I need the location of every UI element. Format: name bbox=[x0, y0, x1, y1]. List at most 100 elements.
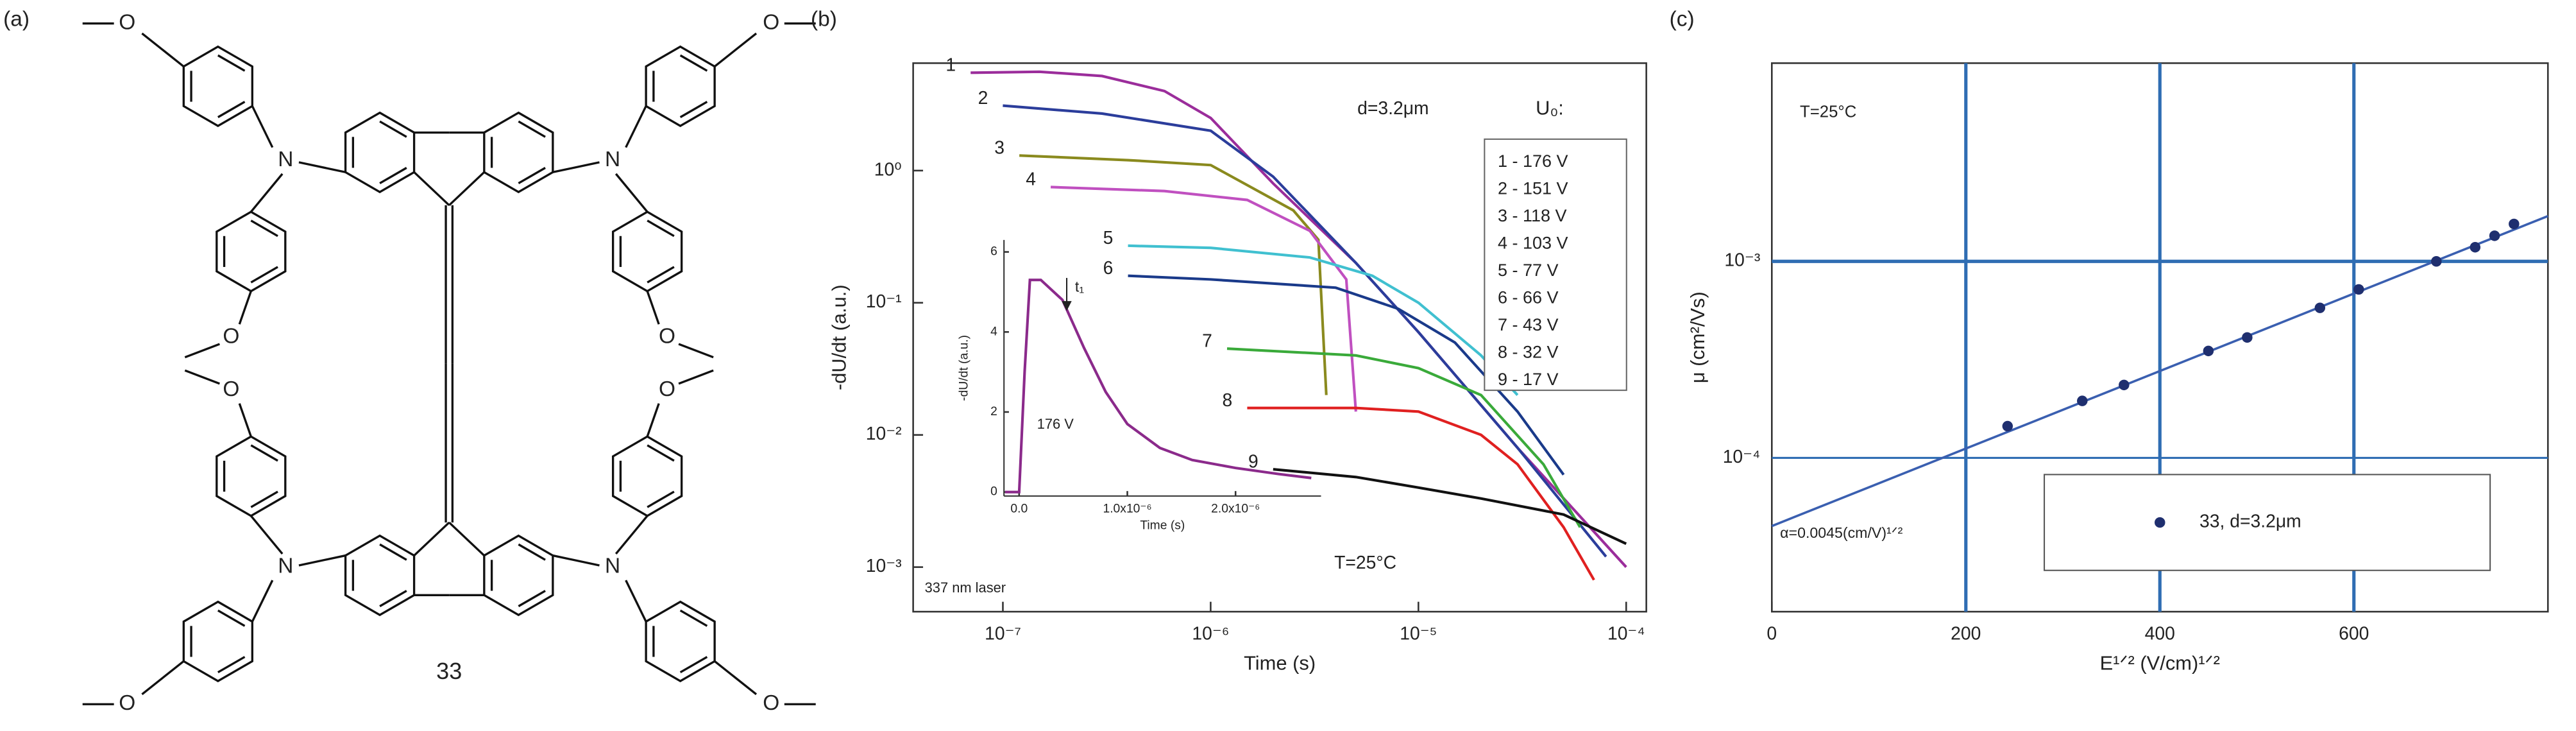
annotation: T=25°C bbox=[1800, 103, 1856, 121]
annotation: 9 - 17 V bbox=[1498, 370, 1559, 389]
panel-label: (a) bbox=[3, 7, 30, 31]
data-point bbox=[2119, 379, 2130, 391]
ring bbox=[645, 45, 716, 128]
double-bond bbox=[647, 219, 675, 237]
y-tick-label: 10⁻⁴ bbox=[1723, 446, 1761, 467]
x-tick-label: 10⁻⁴ bbox=[1607, 623, 1645, 644]
annotation: 2 - 151 V bbox=[1498, 178, 1568, 198]
x-axis-label: E¹ᐟ² (V/cm)¹ᐟ² bbox=[2100, 652, 2220, 675]
y-tick-label: 2 bbox=[990, 405, 997, 418]
bond bbox=[614, 173, 648, 213]
ring bbox=[182, 45, 253, 128]
ring bbox=[611, 435, 683, 517]
data-point bbox=[2203, 345, 2214, 357]
bond bbox=[184, 343, 220, 359]
annotation: 33, d=3.2μm bbox=[2199, 511, 2301, 531]
data-point bbox=[2077, 395, 2088, 406]
data-point bbox=[2002, 420, 2013, 432]
legend-marker bbox=[2155, 517, 2165, 528]
x-tick-label: 1.0x10⁻⁶ bbox=[1103, 503, 1151, 516]
atom-label: O bbox=[119, 10, 135, 34]
atom-label: N bbox=[278, 148, 293, 171]
data-point bbox=[2509, 218, 2520, 230]
bond bbox=[251, 105, 274, 148]
bond bbox=[646, 403, 660, 437]
curve-label: 1 bbox=[945, 55, 956, 75]
bond bbox=[251, 580, 274, 623]
bond bbox=[250, 173, 284, 213]
x-tick-label: 0.0 bbox=[1010, 503, 1028, 516]
double-bond bbox=[518, 167, 546, 185]
data-line bbox=[1003, 104, 1607, 558]
bond bbox=[250, 515, 284, 555]
atom-label: O bbox=[763, 10, 779, 34]
annotation: 176 V bbox=[1037, 416, 1074, 432]
x-tick-label: 400 bbox=[2145, 623, 2175, 644]
bond bbox=[678, 343, 714, 359]
double-bond bbox=[217, 609, 246, 627]
curve-label: 7 bbox=[1202, 330, 1212, 350]
bond bbox=[614, 515, 648, 555]
y-axis-label: μ (cm²/Vs) bbox=[1686, 291, 1709, 383]
ring bbox=[483, 111, 554, 194]
annotation: 5 - 77 V bbox=[1498, 261, 1559, 280]
double-bond bbox=[518, 590, 546, 608]
data-point bbox=[2353, 284, 2364, 295]
bond bbox=[552, 161, 600, 173]
fit-line bbox=[1771, 215, 2548, 528]
annotation: 7 - 43 V bbox=[1498, 315, 1559, 334]
ring bbox=[611, 211, 683, 293]
x-axis-label: Time (s) bbox=[1244, 652, 1316, 675]
data-point bbox=[2431, 256, 2442, 267]
data-line bbox=[1226, 347, 1582, 528]
ring bbox=[182, 600, 253, 683]
atom-label: O bbox=[763, 691, 779, 715]
bond bbox=[298, 554, 346, 567]
atom-label: O bbox=[223, 325, 239, 348]
atom-label: O bbox=[223, 377, 239, 401]
annotation: t₁ bbox=[1075, 279, 1084, 295]
double-bond bbox=[647, 266, 675, 284]
y-tick-label: 10⁻² bbox=[866, 423, 902, 443]
panel-label: (b) bbox=[811, 7, 837, 31]
ring bbox=[216, 211, 287, 293]
double-bond bbox=[250, 490, 278, 508]
double-bond bbox=[679, 54, 708, 72]
y-axis-label: -dU/dt (a.u.) bbox=[958, 335, 971, 401]
double-bond bbox=[679, 656, 708, 674]
annotation: α=0.0045(cm/V)¹ᐟ² bbox=[1780, 524, 1902, 541]
data-point bbox=[2242, 332, 2253, 343]
data-point bbox=[2314, 302, 2326, 313]
double-bond bbox=[379, 590, 407, 608]
data-line bbox=[1128, 244, 1519, 396]
x-tick-label: 200 bbox=[1951, 623, 1981, 644]
x-axis-label: Time (s) bbox=[1140, 519, 1185, 532]
y-axis-label: -dU/dt (a.u.) bbox=[828, 284, 851, 390]
double-bond bbox=[647, 490, 675, 508]
curve-label: 6 bbox=[1103, 257, 1114, 278]
double-bond bbox=[217, 101, 246, 119]
ring bbox=[483, 534, 554, 617]
data-line bbox=[1273, 468, 1627, 546]
bond bbox=[141, 660, 185, 696]
annotation: d=3.2μm bbox=[1357, 98, 1428, 118]
bond bbox=[298, 161, 346, 173]
x-tick-label: 10⁻⁶ bbox=[1192, 623, 1229, 644]
bond bbox=[625, 580, 647, 623]
legend-box bbox=[2044, 474, 2491, 571]
annotation: 4 - 103 V bbox=[1498, 233, 1568, 252]
annotation: 6 - 66 V bbox=[1498, 288, 1559, 307]
bond bbox=[448, 171, 485, 207]
curve-label: 5 bbox=[1103, 227, 1114, 248]
double-bond bbox=[679, 609, 708, 627]
double-bond bbox=[250, 266, 278, 284]
curve-label: 3 bbox=[994, 137, 1004, 158]
data-line bbox=[1247, 406, 1595, 581]
compound-label: 33 bbox=[436, 658, 462, 684]
double-bond bbox=[379, 120, 407, 138]
annotation: 337 nm laser bbox=[925, 580, 1006, 596]
bond bbox=[646, 291, 660, 325]
ring bbox=[344, 534, 416, 617]
